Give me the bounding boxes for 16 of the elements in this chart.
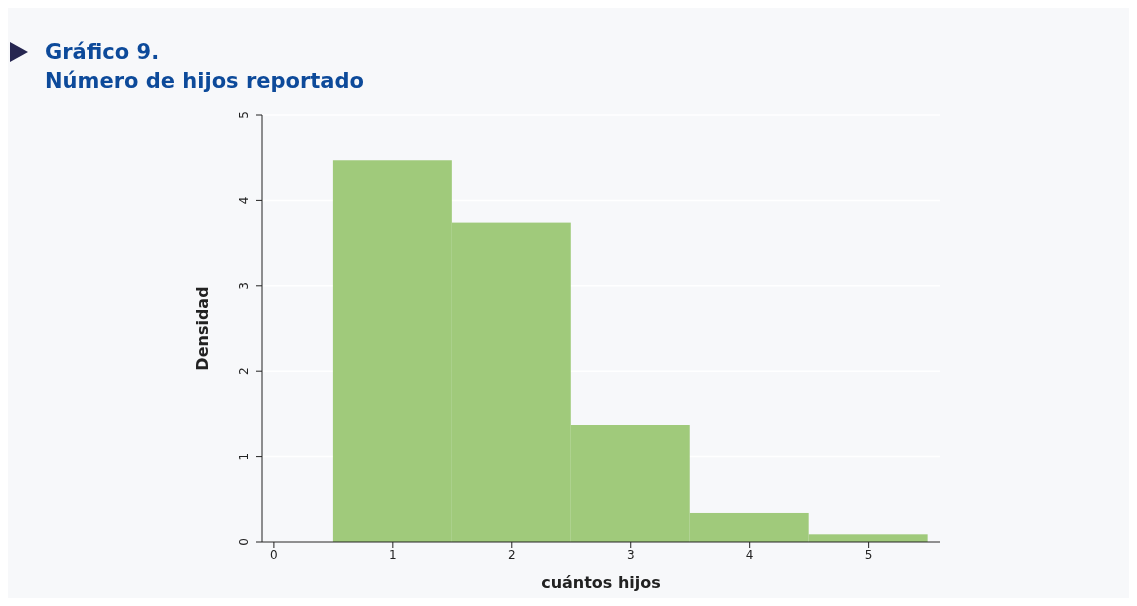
x-tick-label: 3 [626,547,635,562]
y-tick-label: 0 [237,538,251,546]
y-axis-title: Densidad [192,286,212,371]
x-tick-label: 2 [507,547,516,562]
chart-subtitle: Número de hijos reportado [45,68,364,95]
y-tick-label: 1 [237,452,251,461]
x-tick-label: 4 [745,547,754,562]
x-axis-title: cuántos hijos [541,573,661,592]
x-tick-label: 1 [389,547,397,562]
y-tick-label: 5 [237,111,251,119]
y-tick-label: 2 [237,367,251,376]
x-tick-label: 5 [864,547,873,562]
y-tick-label: 4 [237,196,251,205]
chart-title: Gráfico 9. [45,39,161,66]
y-tick-label: 3 [237,281,251,290]
x-tick-label: 0 [270,547,278,562]
